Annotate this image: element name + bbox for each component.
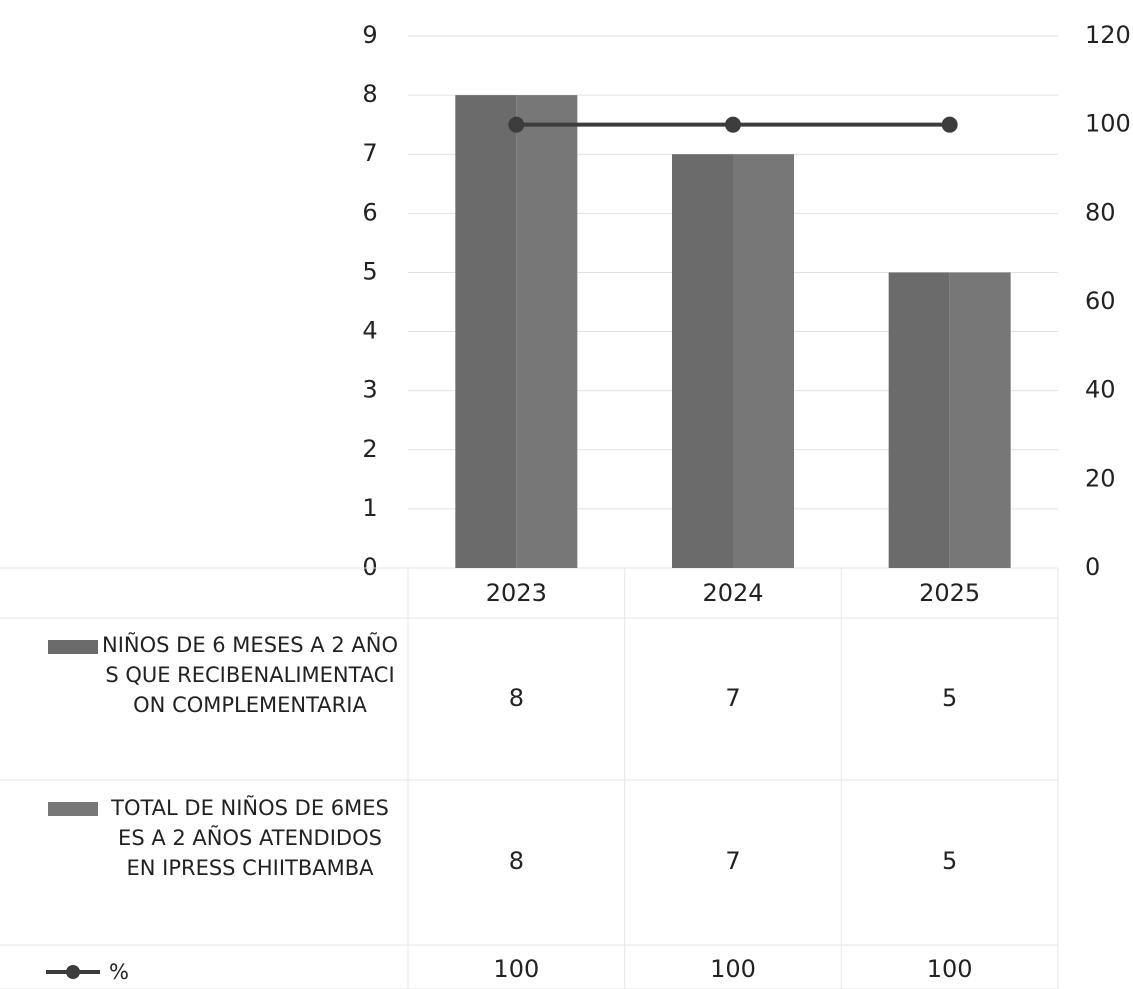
x-tick-label: 2024 bbox=[702, 579, 763, 607]
x-tick-label: 2025 bbox=[919, 579, 980, 607]
legend-key bbox=[66, 965, 80, 979]
bar bbox=[672, 154, 733, 568]
bar bbox=[455, 95, 517, 568]
table-value: 5 bbox=[942, 847, 957, 875]
legend-label: % bbox=[109, 960, 129, 984]
bar bbox=[516, 95, 578, 568]
y2-tick-label: 40 bbox=[1085, 376, 1116, 404]
line-marker bbox=[508, 116, 525, 133]
line-marker bbox=[941, 116, 958, 133]
y2-tick-label: 60 bbox=[1085, 287, 1116, 315]
y2-tick-label: 80 bbox=[1085, 198, 1116, 226]
legend-label: TOTAL DE NIÑOS DE 6MESES A 2 AÑOS ATENDI… bbox=[111, 796, 389, 880]
y-tick-label: 8 bbox=[362, 80, 377, 108]
legend-key bbox=[48, 802, 98, 816]
line-marker bbox=[725, 116, 741, 133]
y-tick-label: 4 bbox=[362, 317, 377, 345]
table-value: 8 bbox=[509, 684, 524, 712]
y-tick-label: 0 bbox=[362, 553, 377, 581]
table-value: 7 bbox=[725, 684, 740, 712]
y-tick-label: 3 bbox=[362, 376, 377, 404]
bar bbox=[888, 272, 950, 568]
bar bbox=[949, 272, 1011, 568]
y-tick-label: 6 bbox=[362, 198, 377, 226]
y2-tick-label: 0 bbox=[1085, 553, 1100, 581]
legend-key bbox=[48, 640, 98, 654]
x-tick-label: 2023 bbox=[486, 579, 547, 607]
y2-tick-label: 100 bbox=[1085, 110, 1131, 138]
table-value: 5 bbox=[942, 684, 957, 712]
table-value: 8 bbox=[509, 847, 524, 875]
y-tick-label: 1 bbox=[362, 494, 377, 522]
y2-tick-label: 20 bbox=[1085, 464, 1116, 492]
table-value: 100 bbox=[493, 955, 539, 983]
y-tick-label: 2 bbox=[362, 435, 377, 463]
table-value: 7 bbox=[725, 847, 740, 875]
y-tick-label: 9 bbox=[362, 21, 377, 49]
y2-tick-label: 120 bbox=[1085, 21, 1131, 49]
legend-label: NIÑOS DE 6 MESES A 2 AÑOS QUE RECIBENALI… bbox=[102, 633, 398, 717]
table-value: 100 bbox=[710, 955, 756, 983]
table-value: 100 bbox=[927, 955, 973, 983]
y-tick-label: 5 bbox=[362, 257, 377, 285]
y-tick-label: 7 bbox=[362, 139, 377, 167]
bar bbox=[733, 154, 794, 568]
